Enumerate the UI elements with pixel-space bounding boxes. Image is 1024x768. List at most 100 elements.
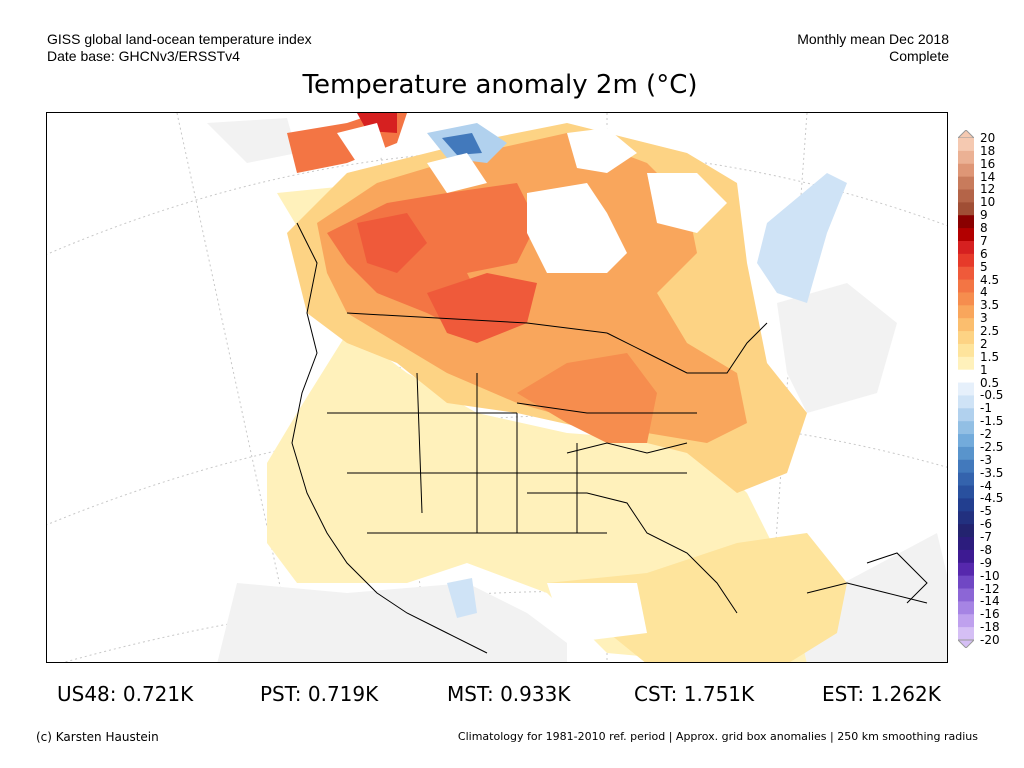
colorbar-tick-label: 2.5 — [980, 324, 1000, 339]
colorbar-tick-label: -0.5 — [980, 388, 1004, 403]
colorbar-tick-label: 14 — [980, 169, 996, 184]
colorbar-tick-label: -5 — [980, 504, 992, 519]
colorbar-tick-label: -1 — [980, 401, 992, 416]
colorbar-tick-label: -9 — [980, 555, 992, 570]
map-canvas — [47, 113, 947, 662]
colorbar-tick-label: 16 — [980, 156, 996, 171]
colorbar-swatch — [958, 150, 974, 165]
credit: (c) Karsten Haustein — [36, 730, 159, 744]
colorbar-tick-label: -4.5 — [980, 491, 1004, 506]
stat-mst: MST: 0.933K — [447, 682, 571, 706]
colorbar-svg — [956, 129, 976, 649]
colorbar-tick-label: -7 — [980, 530, 992, 545]
colorbar-swatch — [958, 614, 974, 628]
colorbar-tick-label: 1 — [980, 362, 988, 377]
colorbar-tick-label: 9 — [980, 208, 988, 223]
colorbar-swatch — [958, 266, 974, 281]
colorbar-bottom-arrow — [956, 639, 976, 649]
colorbar-swatch — [958, 318, 974, 332]
colorbar-swatch — [958, 382, 974, 396]
colorbar-tick-label: -14 — [980, 594, 1000, 609]
colorbar-tick-label: 4 — [980, 285, 988, 300]
colorbar-tick-label: 18 — [980, 143, 996, 158]
colorbar-swatch — [958, 228, 974, 242]
colorbar-swatch — [958, 292, 974, 306]
colorbar-swatch — [958, 408, 974, 422]
stat-cst: CST: 1.751K — [634, 682, 755, 706]
colorbar-tick-label: -3.5 — [980, 465, 1004, 480]
colorbar-swatch — [958, 601, 974, 615]
colorbar-swatch — [958, 215, 974, 229]
colorbar-swatch — [958, 356, 974, 371]
stat-est: EST: 1.262K — [822, 682, 941, 706]
colorbar-tick-label: -4 — [980, 478, 992, 493]
stat-pst: PST: 0.719K — [260, 682, 379, 706]
colorbar-tick-label: -20 — [980, 633, 1000, 647]
colorbar-swatch — [958, 524, 974, 538]
colorbar-tick-label: -18 — [980, 620, 1000, 635]
colorbar-tick-label: -2 — [980, 427, 992, 442]
colorbar-tick-label: -8 — [980, 542, 992, 557]
colorbar-swatch — [958, 395, 974, 409]
colorbar-swatch — [958, 459, 974, 474]
colorbar-swatch — [958, 253, 974, 268]
colorbar-tick-label: 20 — [980, 131, 996, 145]
colorbar-swatch — [958, 434, 974, 448]
map-title: Temperature anomaly 2m (°C) — [302, 70, 698, 100]
period-label: Monthly mean Dec 2018 — [797, 31, 949, 47]
colorbar-tick-label: 10 — [980, 195, 996, 210]
colorbar-tick-label: 4.5 — [980, 272, 1000, 287]
colorbar-swatch — [958, 498, 974, 512]
colorbar-swatch — [958, 421, 974, 435]
stat-us48: US48: 0.721K — [57, 682, 194, 706]
colorbar-tick-label: -16 — [980, 607, 1000, 622]
colorbar-swatch — [958, 446, 974, 461]
colorbar-swatch — [958, 588, 974, 602]
colorbar-tick-label: 12 — [980, 182, 996, 197]
anomaly-shading — [207, 113, 947, 662]
colorbar-swatch — [958, 549, 974, 564]
colorbar-tick-label: -12 — [980, 581, 1000, 596]
colorbar-swatch — [958, 240, 974, 255]
status-label: Complete — [889, 48, 949, 64]
colorbar-swatch — [958, 279, 974, 293]
colorbar-swatch — [958, 627, 974, 641]
colorbar-tick-label: 8 — [980, 221, 988, 236]
dataset-base: Date base: GHCNv3/ERSSTv4 — [47, 48, 240, 64]
colorbar-swatch — [958, 485, 974, 499]
colorbar-swatch — [958, 562, 974, 577]
colorbar-swatch — [958, 331, 974, 345]
colorbar-tick-label: 1.5 — [980, 349, 1000, 364]
header-right: Monthly mean Dec 2018 Complete — [797, 31, 949, 65]
colorbar-tick-label: 3.5 — [980, 298, 1000, 313]
colorbar-tick-label: -10 — [980, 568, 1000, 583]
colorbar-swatch — [958, 472, 974, 487]
colorbar-tick-label: 5 — [980, 259, 988, 274]
colorbar-swatch — [958, 343, 974, 358]
climatology-note: Climatology for 1981-2010 ref. period | … — [457, 730, 978, 743]
colorbar-swatch — [958, 537, 974, 551]
colorbar-tick-label: -1.5 — [980, 414, 1004, 429]
colorbar-tick-label: 0.5 — [980, 375, 1000, 390]
colorbar-swatch — [958, 138, 974, 152]
colorbar — [956, 129, 976, 649]
colorbar-top-arrow — [956, 129, 976, 139]
colorbar-swatch — [958, 202, 974, 216]
colorbar-tick-label: 6 — [980, 246, 988, 261]
colorbar-swatch — [958, 176, 974, 190]
colorbar-swatch — [958, 305, 974, 319]
colorbar-tick-label: 7 — [980, 233, 988, 248]
colorbar-tick-label: 3 — [980, 311, 988, 326]
colorbar-swatch — [958, 369, 974, 384]
colorbar-tick-label: -3 — [980, 452, 992, 467]
header-left: GISS global land-ocean temperature index… — [47, 31, 312, 65]
colorbar-swatch — [958, 189, 974, 203]
colorbar-swatch — [958, 511, 974, 525]
colorbar-swatch — [958, 575, 974, 590]
colorbar-swatch — [958, 163, 974, 178]
colorbar-tick-label: -2.5 — [980, 439, 1004, 454]
colorbar-tick-label: 2 — [980, 336, 988, 351]
coastlines — [291, 222, 928, 654]
colorbar-tick-label: -6 — [980, 517, 992, 532]
dataset-title: GISS global land-ocean temperature index — [47, 31, 312, 47]
